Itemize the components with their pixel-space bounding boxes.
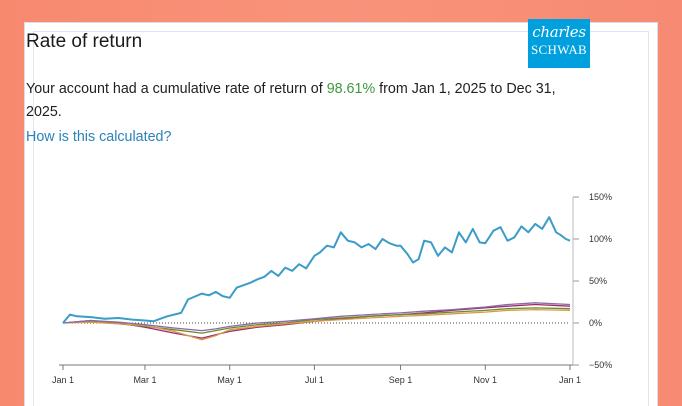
summary-text-before: Your account had a cumulative rate of re… (26, 81, 327, 97)
benchmark-line-3 (62, 308, 571, 341)
x-tick-label: Jan 1 (559, 375, 581, 385)
logo-text-bottom: SCHWAB (531, 42, 587, 57)
card-inner-border (33, 31, 649, 406)
return-value: 98.61% (326, 81, 376, 97)
page-title: Rate of return (26, 31, 143, 52)
x-tick-label: May 1 (217, 375, 242, 385)
x-tick-label: Mar 1 (133, 375, 156, 385)
x-tick-label: Jan 1 (52, 375, 74, 385)
x-tick-label: Nov 1 (474, 375, 498, 385)
y-tick-label: 0% (589, 318, 602, 328)
x-tick-label: Jul 1 (305, 375, 324, 385)
summary-text-after: from Jan 1, 2025 to Dec 31, 2025. (26, 81, 556, 120)
y-tick-label: 100% (589, 234, 612, 244)
rate-of-return-card (24, 22, 658, 406)
schwab-logo: charles SCHWAB (528, 19, 590, 68)
logo-text-top: charles (532, 23, 586, 41)
y-tick-label: 50% (589, 276, 607, 286)
x-tick-label: Sep 1 (389, 375, 413, 385)
benchmark-line-4 (62, 302, 571, 332)
y-tick-label: 150% (589, 192, 612, 202)
return-summary: Your account had a cumulative rate of re… (26, 78, 586, 124)
how-calculated-link[interactable]: How is this calculated? (26, 129, 172, 145)
y-tick-label: −50% (589, 360, 612, 370)
account-return-line (62, 216, 571, 324)
